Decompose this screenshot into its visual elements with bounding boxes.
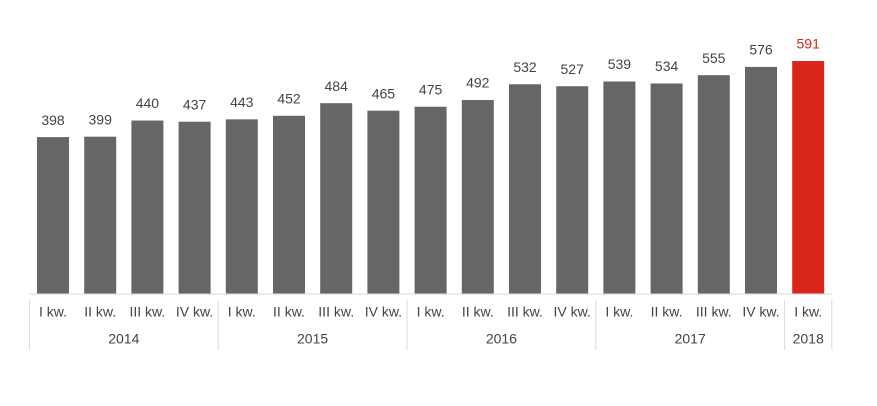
bar bbox=[84, 136, 117, 294]
value-label: 492 bbox=[466, 75, 490, 91]
x-tick-label: I kw. bbox=[228, 304, 256, 320]
bar bbox=[367, 110, 400, 294]
bar bbox=[509, 84, 541, 294]
value-label: 440 bbox=[136, 95, 160, 111]
value-label: 539 bbox=[608, 56, 632, 72]
value-label: 398 bbox=[41, 112, 65, 128]
value-label: 534 bbox=[655, 58, 679, 74]
bar bbox=[556, 86, 589, 294]
group-label: 2017 bbox=[675, 331, 706, 347]
bar bbox=[320, 103, 353, 294]
x-tick-label: II kw. bbox=[84, 304, 116, 320]
x-tick-label: IV kw. bbox=[176, 304, 213, 320]
value-label: 532 bbox=[513, 59, 537, 75]
value-label: 452 bbox=[277, 91, 301, 107]
bar bbox=[697, 75, 730, 294]
x-tick-label: IV kw. bbox=[365, 304, 402, 320]
value-label: 399 bbox=[89, 111, 113, 127]
x-tick-label: II kw. bbox=[462, 304, 494, 320]
x-tick-label: III kw. bbox=[696, 304, 732, 320]
x-tick-label: I kw. bbox=[794, 304, 822, 320]
x-tick-label: IV kw. bbox=[554, 304, 591, 320]
x-tick-label: II kw. bbox=[651, 304, 683, 320]
bar bbox=[414, 106, 447, 294]
x-tick-label: III kw. bbox=[130, 304, 166, 320]
bar bbox=[650, 83, 683, 295]
value-label: 527 bbox=[561, 61, 585, 77]
value-label: 443 bbox=[230, 94, 254, 110]
value-label: 555 bbox=[702, 50, 726, 66]
x-tick-label: III kw. bbox=[507, 304, 543, 320]
bar bbox=[603, 81, 636, 294]
bar bbox=[792, 61, 825, 294]
value-label: 437 bbox=[183, 96, 207, 112]
bar bbox=[273, 115, 305, 294]
group-label: 2018 bbox=[793, 331, 824, 347]
x-tick-label: IV kw. bbox=[742, 304, 779, 320]
value-label: 465 bbox=[372, 85, 396, 101]
value-label: 484 bbox=[325, 78, 349, 94]
x-tick-label: I kw. bbox=[417, 304, 445, 320]
bar bbox=[178, 121, 211, 294]
group-label: 2015 bbox=[297, 331, 328, 347]
value-label: 591 bbox=[797, 36, 821, 52]
bar bbox=[131, 120, 164, 294]
x-tick-label: III kw. bbox=[318, 304, 354, 320]
group-label: 2016 bbox=[486, 331, 517, 347]
group-label: 2014 bbox=[108, 331, 139, 347]
x-tick-label: II kw. bbox=[273, 304, 305, 320]
value-label: 475 bbox=[419, 81, 443, 97]
x-tick-label: I kw. bbox=[605, 304, 633, 320]
value-label: 576 bbox=[749, 42, 773, 58]
x-tick-label: I kw. bbox=[39, 304, 67, 320]
bar bbox=[745, 66, 777, 295]
bar bbox=[461, 100, 494, 294]
bar bbox=[37, 137, 69, 294]
bar bbox=[225, 119, 258, 294]
